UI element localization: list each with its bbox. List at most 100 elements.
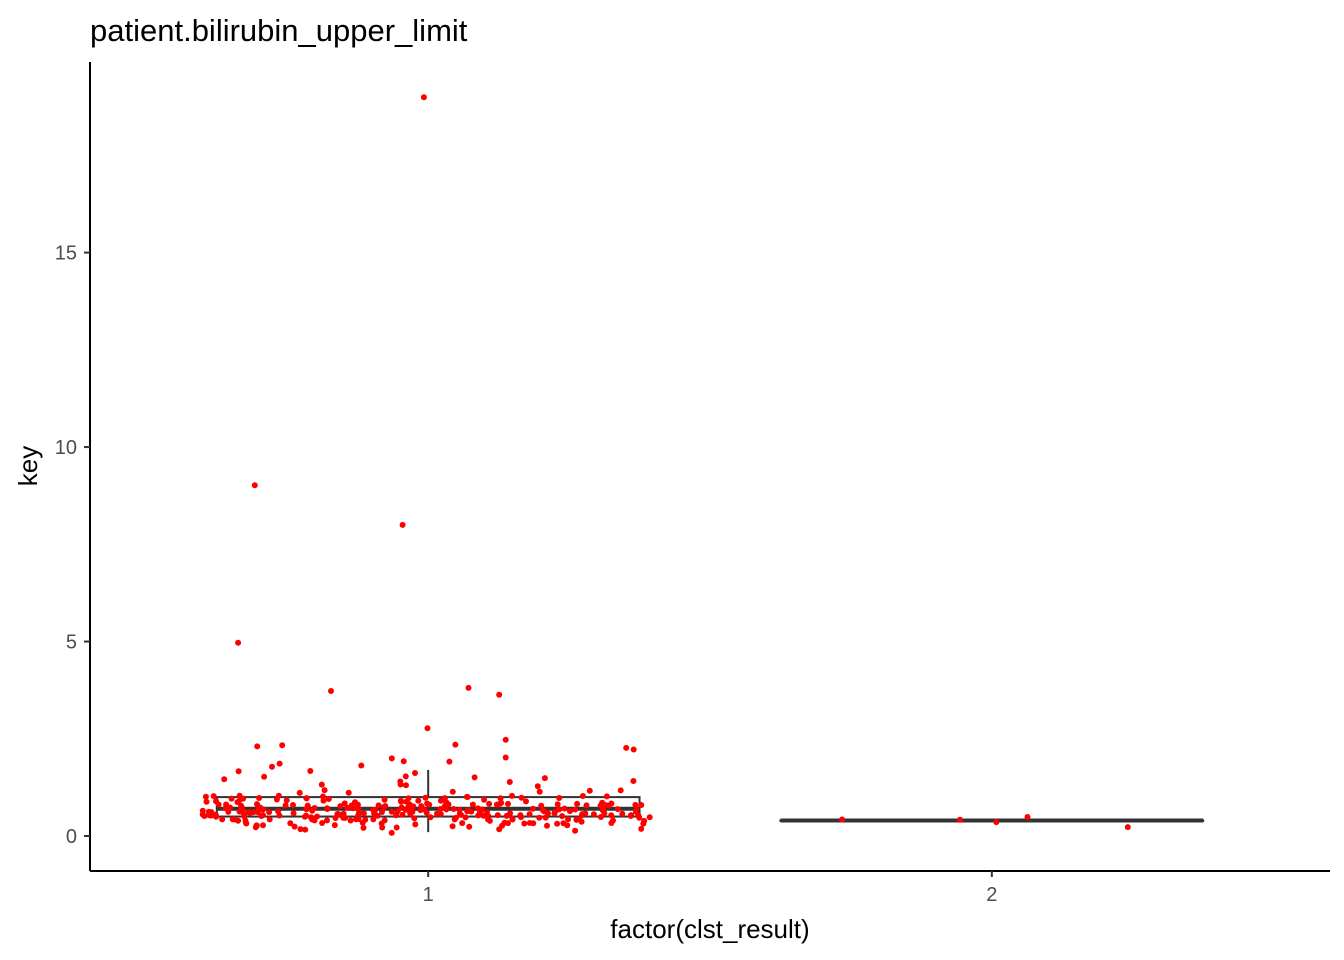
data-point (256, 795, 263, 801)
data-point (638, 802, 645, 808)
data-point (554, 801, 561, 808)
data-point (412, 770, 418, 776)
data-point (296, 789, 303, 796)
data-point (420, 94, 427, 101)
data-point (623, 744, 630, 751)
data-point (572, 827, 579, 834)
data-point (541, 775, 548, 782)
data-point (287, 820, 294, 827)
data-point (630, 746, 637, 753)
data-point (501, 819, 508, 826)
data-point (424, 725, 431, 732)
data-point (219, 816, 226, 823)
data-point (269, 763, 275, 770)
data-point (496, 826, 503, 833)
plot-area (199, 94, 1205, 836)
data-point (839, 816, 845, 823)
data-point (450, 806, 457, 812)
x-axis-label: factor(clst_result) (610, 914, 809, 944)
data-point (422, 794, 429, 801)
data-point (502, 736, 509, 743)
data-point (468, 808, 475, 815)
data-point (290, 802, 296, 808)
data-point (464, 794, 471, 800)
data-point (303, 806, 310, 813)
data-point (412, 821, 419, 828)
data-point (542, 814, 549, 821)
data-point (506, 779, 513, 785)
data-point (586, 787, 593, 794)
data-point (559, 813, 566, 820)
data-point (426, 801, 433, 808)
data-point (225, 808, 232, 815)
data-point (399, 811, 406, 818)
data-point (266, 809, 273, 816)
data-point (331, 822, 338, 829)
data-point (530, 805, 536, 812)
data-point (509, 816, 516, 823)
data-point (565, 816, 571, 823)
data-point (544, 822, 550, 829)
data-point (235, 639, 242, 646)
data-point (534, 783, 541, 790)
data-point (228, 795, 235, 802)
data-point (628, 812, 635, 819)
data-point (496, 691, 503, 698)
data-point (518, 794, 525, 801)
data-point (388, 808, 395, 815)
data-point (379, 809, 385, 815)
data-point (203, 798, 210, 805)
data-point (601, 810, 608, 817)
data-point (381, 796, 388, 803)
y-axis-label: key (13, 446, 43, 486)
data-point (600, 805, 607, 812)
y-tick-label: 5 (66, 632, 77, 654)
data-point (321, 787, 328, 794)
data-point (536, 788, 543, 795)
data-point (302, 826, 309, 833)
chart-title: patient.bilirubin_upper_limit (90, 13, 468, 48)
data-point (486, 800, 493, 807)
data-point (347, 817, 354, 824)
y-tick-label: 10 (55, 437, 77, 459)
data-point (359, 819, 366, 826)
data-point (375, 802, 382, 809)
data-point (353, 816, 359, 823)
data-point (459, 820, 466, 827)
data-point (407, 810, 414, 817)
data-point (480, 812, 487, 819)
data-point (452, 814, 459, 821)
data-point (574, 800, 581, 807)
data-point (311, 817, 318, 824)
data-point (536, 814, 543, 821)
data-point (443, 806, 450, 813)
data-point (282, 802, 289, 809)
data-point (201, 813, 208, 819)
data-point (521, 820, 528, 827)
data-point (360, 824, 367, 831)
data-point (993, 819, 1000, 826)
data-point (237, 796, 244, 803)
data-point (332, 815, 339, 821)
data-point (342, 814, 349, 821)
data-point (458, 811, 464, 818)
data-point (303, 812, 309, 819)
data-point (254, 743, 261, 750)
data-point (646, 814, 653, 821)
data-point (393, 824, 400, 831)
data-point (496, 800, 503, 807)
data-point (344, 804, 351, 811)
data-point (236, 808, 243, 815)
data-point (554, 820, 561, 827)
data-point (481, 796, 488, 803)
data-point (206, 812, 213, 819)
data-point (437, 805, 444, 812)
data-point (617, 787, 624, 794)
data-point (579, 793, 586, 799)
data-point (261, 773, 268, 780)
data-point (411, 815, 418, 822)
data-point (379, 824, 386, 831)
data-point (452, 741, 459, 748)
data-point (279, 742, 286, 749)
data-point (229, 816, 236, 823)
